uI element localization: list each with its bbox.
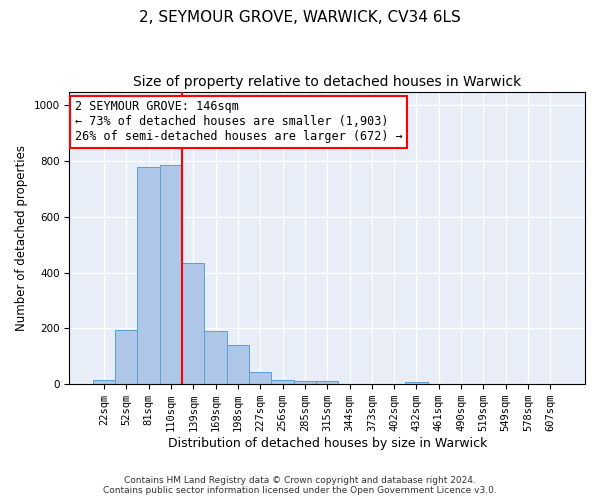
Bar	[316, 382, 338, 384]
Bar	[227, 345, 249, 384]
Bar	[160, 166, 182, 384]
X-axis label: Distribution of detached houses by size in Warwick: Distribution of detached houses by size …	[167, 437, 487, 450]
Title: Size of property relative to detached houses in Warwick: Size of property relative to detached ho…	[133, 75, 521, 89]
Bar	[137, 167, 160, 384]
Bar	[182, 263, 205, 384]
Text: 2 SEYMOUR GROVE: 146sqm
← 73% of detached houses are smaller (1,903)
26% of semi: 2 SEYMOUR GROVE: 146sqm ← 73% of detache…	[74, 100, 403, 144]
Bar	[294, 382, 316, 384]
Bar	[271, 380, 294, 384]
Bar	[249, 372, 271, 384]
Bar	[406, 382, 428, 384]
Bar	[205, 332, 227, 384]
Bar	[93, 380, 115, 384]
Text: Contains HM Land Registry data © Crown copyright and database right 2024.
Contai: Contains HM Land Registry data © Crown c…	[103, 476, 497, 495]
Y-axis label: Number of detached properties: Number of detached properties	[15, 145, 28, 331]
Bar	[115, 330, 137, 384]
Text: 2, SEYMOUR GROVE, WARWICK, CV34 6LS: 2, SEYMOUR GROVE, WARWICK, CV34 6LS	[139, 10, 461, 25]
